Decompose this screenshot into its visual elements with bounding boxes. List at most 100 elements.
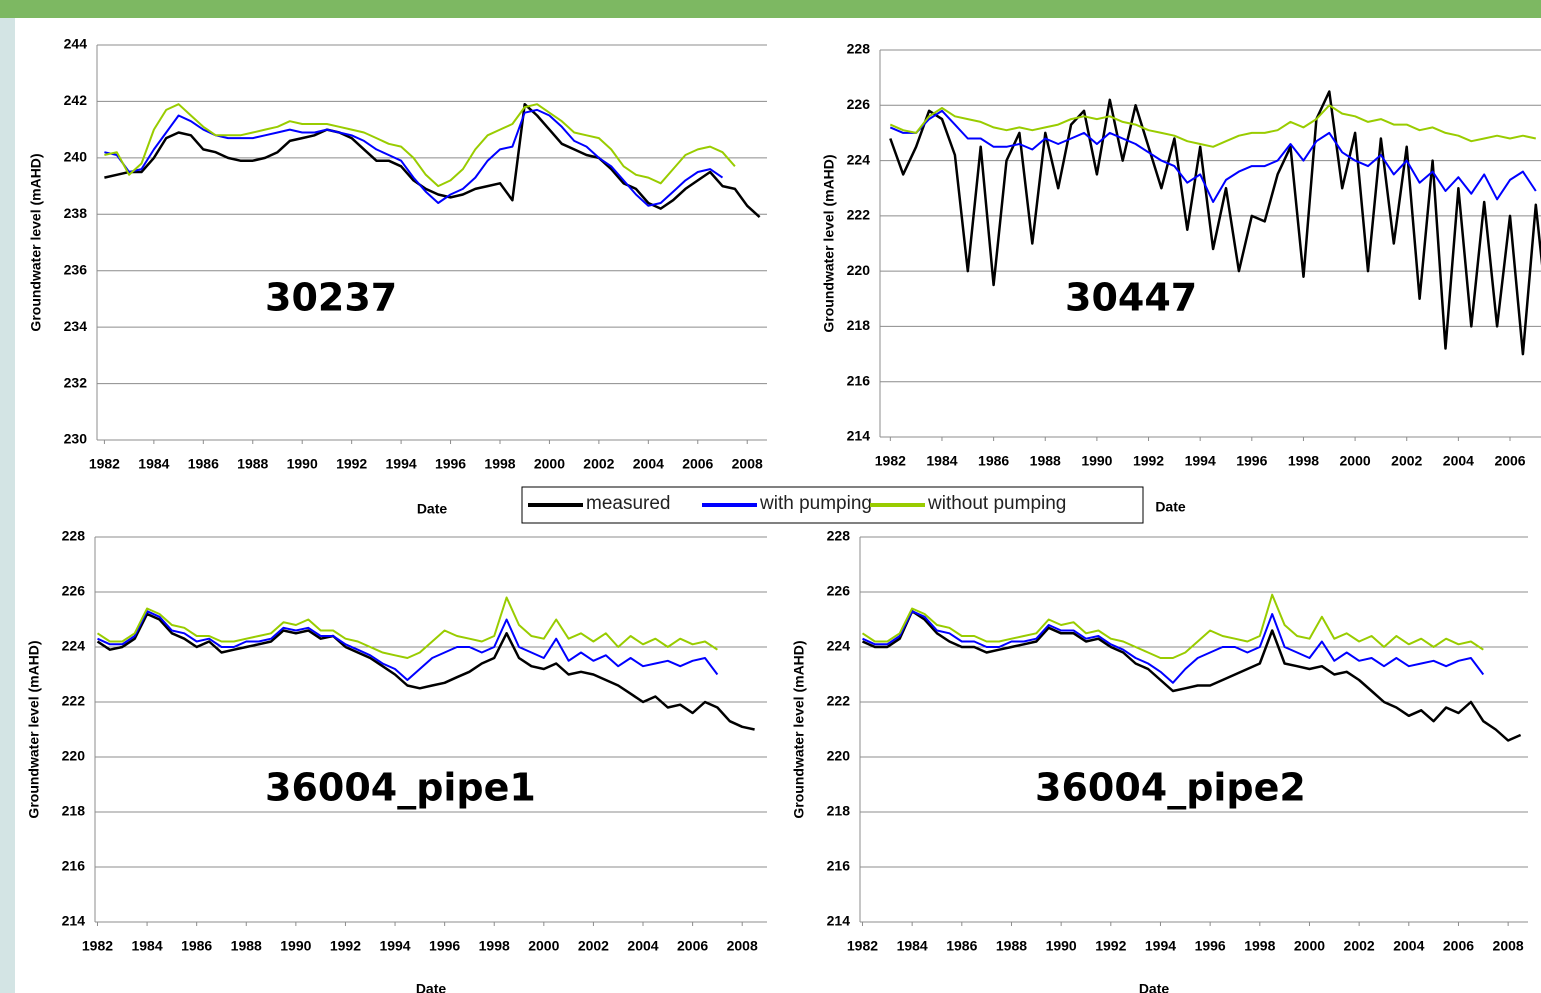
y-tick-label: 214 <box>847 428 871 444</box>
x-tick-label: 1992 <box>1133 453 1164 469</box>
x-tick-label: 2002 <box>1344 938 1375 954</box>
legend-label: with pumping <box>759 493 872 514</box>
y-tick-label: 226 <box>62 583 86 599</box>
plot-lines <box>96 596 755 731</box>
y-tick-label: 218 <box>62 803 86 819</box>
station-label: 36004_pipe2 <box>1035 766 1306 810</box>
y-tick-label: 236 <box>64 261 88 277</box>
plot-lines <box>861 593 1522 742</box>
x-tick-label: 2000 <box>1294 938 1325 954</box>
x-tick-label: 2002 <box>583 456 614 472</box>
x-tick-label: 1990 <box>1046 938 1077 954</box>
data-line <box>97 610 719 681</box>
y-tick-label: 238 <box>64 205 88 221</box>
legend-label: without pumping <box>927 493 1066 514</box>
x-tick-label: 2008 <box>727 938 758 954</box>
data-line <box>96 596 718 659</box>
y-tick-label: 214 <box>62 913 86 929</box>
x-tick-label: 1986 <box>188 456 219 472</box>
y-tick-label: 240 <box>64 149 88 165</box>
x-tick-label: 2008 <box>732 456 763 472</box>
y-axis-title: Groundwater level (mAHD) <box>26 640 42 818</box>
y-tick-label: 226 <box>827 583 851 599</box>
x-tick-label: 1988 <box>1030 453 1061 469</box>
y-tick-label: 226 <box>847 96 871 112</box>
y-axis-title: Groundwater level (mAHD) <box>821 154 837 332</box>
x-tick-label: 1988 <box>231 938 262 954</box>
plot-lines <box>104 102 761 219</box>
data-line <box>861 609 1522 742</box>
y-tick-label: 232 <box>64 374 88 390</box>
y-tick-label: 220 <box>847 262 871 278</box>
x-tick-label: 1990 <box>287 456 318 472</box>
y-tick-label: 218 <box>847 317 871 333</box>
x-tick-label: 1998 <box>479 938 510 954</box>
y-tick-label: 220 <box>827 748 851 764</box>
x-tick-label: 1982 <box>847 938 878 954</box>
station-label: 30237 <box>265 276 397 320</box>
y-tick-label: 218 <box>827 803 851 819</box>
y-tick-label: 216 <box>62 858 86 874</box>
y-tick-label: 222 <box>827 693 851 709</box>
x-tick-label: 2004 <box>627 938 658 954</box>
x-tick-label: 1994 <box>386 456 417 472</box>
y-tick-label: 230 <box>64 431 88 447</box>
y-tick-label: 224 <box>62 638 86 654</box>
x-tick-label: 1998 <box>1288 453 1319 469</box>
x-tick-label: 1996 <box>1195 938 1226 954</box>
x-tick-label: 1990 <box>1081 453 1112 469</box>
legend-label: measured <box>586 493 671 514</box>
x-tick-label: 1992 <box>1095 938 1126 954</box>
y-axis-title: Groundwater level (mAHD) <box>28 153 44 331</box>
x-tick-label: 1994 <box>379 938 410 954</box>
y-tick-label: 228 <box>62 528 86 544</box>
x-tick-label: 2006 <box>677 938 708 954</box>
x-tick-label: 1988 <box>237 456 268 472</box>
y-tick-label: 222 <box>62 693 86 709</box>
y-tick-label: 224 <box>847 151 871 167</box>
data-line <box>889 109 1537 203</box>
x-tick-label: 2006 <box>682 456 713 472</box>
x-tick-label: 1984 <box>138 456 169 472</box>
data-line <box>861 593 1484 659</box>
x-axis-title: Date <box>1139 981 1170 993</box>
x-axis-title: Date <box>1155 499 1186 515</box>
y-axis-title: Groundwater level (mAHD) <box>791 640 807 818</box>
x-tick-label: 2006 <box>1443 938 1474 954</box>
x-tick-label: 2008 <box>1493 938 1524 954</box>
x-tick-label: 1998 <box>1244 938 1275 954</box>
x-tick-label: 2004 <box>633 456 664 472</box>
y-tick-label: 228 <box>847 41 871 57</box>
x-tick-label: 1988 <box>996 938 1027 954</box>
x-tick-label: 1982 <box>89 456 120 472</box>
x-axis-title: Date <box>417 501 448 517</box>
y-tick-label: 214 <box>827 913 851 929</box>
x-tick-label: 2002 <box>578 938 609 954</box>
station-label: 30447 <box>1065 276 1197 320</box>
x-tick-label: 1996 <box>429 938 460 954</box>
x-tick-label: 1986 <box>181 938 212 954</box>
y-tick-label: 220 <box>62 748 86 764</box>
y-tick-label: 242 <box>64 92 88 108</box>
x-tick-label: 2000 <box>528 938 559 954</box>
y-tick-label: 222 <box>847 207 871 223</box>
y-tick-label: 234 <box>64 318 88 334</box>
x-tick-label: 1984 <box>897 938 928 954</box>
y-tick-label: 216 <box>847 372 871 388</box>
data-line <box>889 90 1541 356</box>
y-tick-label: 228 <box>827 528 851 544</box>
x-tick-label: 1992 <box>330 938 361 954</box>
x-tick-label: 1992 <box>336 456 367 472</box>
legend-box <box>521 486 1144 524</box>
data-line <box>96 612 755 731</box>
x-tick-label: 1984 <box>926 453 957 469</box>
header-bar <box>0 0 1541 18</box>
y-tick-label: 216 <box>827 858 851 874</box>
x-tick-label: 1982 <box>875 453 906 469</box>
x-tick-label: 1996 <box>435 456 466 472</box>
station-label: 36004_pipe1 <box>265 766 536 810</box>
x-tick-label: 1994 <box>1145 938 1176 954</box>
data-line <box>104 108 724 207</box>
x-tick-label: 2004 <box>1443 453 1474 469</box>
